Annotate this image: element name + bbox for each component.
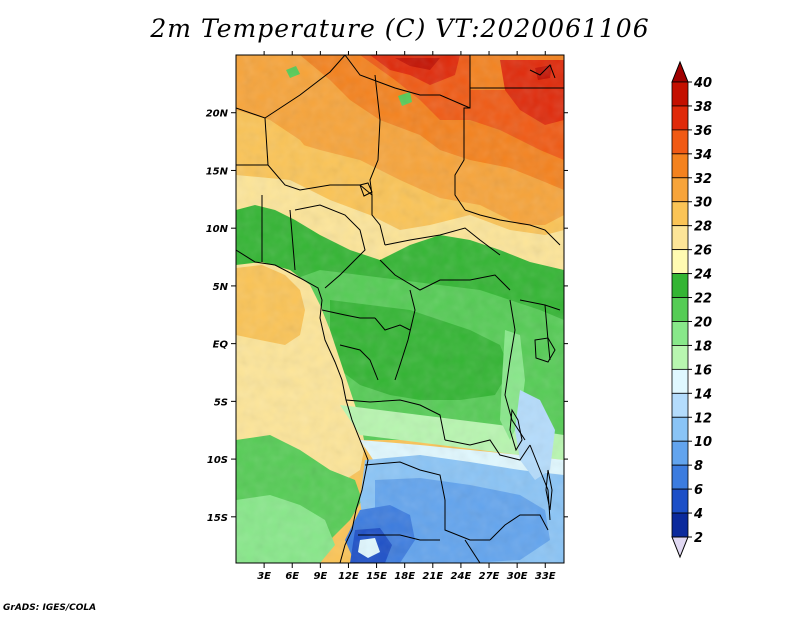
colorbar-label: 2 bbox=[694, 531, 703, 546]
colorbar-label: 28 bbox=[694, 220, 712, 235]
border bbox=[345, 399, 446, 441]
lat-tick-label: 5S bbox=[214, 397, 228, 408]
lon-tick-label: 27E bbox=[479, 571, 500, 582]
colorbar-box bbox=[671, 105, 689, 131]
lake-chad bbox=[359, 182, 373, 197]
colorbar-label: 38 bbox=[694, 100, 712, 115]
border bbox=[289, 209, 296, 271]
colorbar: 40 38 36 34 32 30 28 26 24 22 20 18 16 14 12 10 8 6 4 2 bbox=[671, 60, 712, 559]
lat-tick-label: 20N bbox=[206, 109, 229, 120]
lat-tick-label: 15S bbox=[207, 513, 228, 524]
border bbox=[264, 117, 269, 166]
colorbar-box bbox=[671, 416, 689, 442]
colorbar-box bbox=[671, 321, 689, 346]
coastline bbox=[236, 249, 369, 563]
lake-tanganyika bbox=[509, 408, 523, 452]
colorbar-label: 22 bbox=[694, 292, 712, 307]
lat-tick-label: 5N bbox=[213, 282, 229, 293]
border bbox=[504, 299, 526, 441]
colorbar-box bbox=[671, 225, 689, 251]
lon-tick-label: 12E bbox=[338, 571, 359, 582]
colorbar-label: 6 bbox=[694, 483, 703, 498]
country-borders bbox=[236, 55, 564, 563]
colorbar-box bbox=[671, 392, 689, 418]
colorbar-label: 18 bbox=[694, 339, 712, 354]
colorbar-label: 26 bbox=[694, 244, 712, 259]
lon-tick-label: 6E bbox=[285, 571, 299, 582]
lat-tick-label: 10N bbox=[206, 224, 229, 235]
colorbar-label: 40 bbox=[693, 76, 712, 91]
colorbar-box bbox=[671, 368, 689, 394]
colorbar-box bbox=[671, 81, 689, 107]
colorbar-label: 16 bbox=[694, 363, 712, 378]
colorbar-box bbox=[671, 153, 689, 179]
border bbox=[384, 227, 501, 256]
border bbox=[444, 439, 531, 461]
colorbar-label: 36 bbox=[694, 124, 712, 139]
border bbox=[464, 209, 561, 246]
colorbar-box bbox=[671, 249, 689, 274]
colorbar-label: 4 bbox=[693, 507, 703, 522]
colorbar-box bbox=[671, 440, 689, 466]
grads-credit: GrADS: IGES/COLA bbox=[3, 603, 97, 613]
border bbox=[364, 461, 446, 501]
border bbox=[358, 534, 440, 541]
colorbar-box bbox=[671, 297, 689, 322]
colorbar-label: 30 bbox=[694, 196, 712, 211]
longitude-axis: 3E 6E 9E 12E 15E 18E 21E 24E 27E 30E 33E bbox=[257, 51, 556, 582]
lon-tick-label: 30E bbox=[507, 571, 528, 582]
lon-tick-label: 15E bbox=[366, 571, 387, 582]
colorbar-box bbox=[671, 488, 689, 514]
border bbox=[489, 514, 549, 541]
lake-malawi bbox=[545, 469, 553, 511]
colorbar-label: 8 bbox=[694, 459, 703, 474]
lon-tick-label: 33E bbox=[535, 571, 556, 582]
lon-tick-label: 18E bbox=[394, 571, 415, 582]
colorbar-box bbox=[671, 177, 689, 203]
border bbox=[464, 539, 481, 563]
lake-victoria bbox=[534, 337, 556, 363]
border bbox=[344, 55, 471, 109]
chart-title: 2m Temperature (C) VT:2020061106 bbox=[150, 14, 650, 43]
border bbox=[394, 289, 416, 381]
colorbar-label: 24 bbox=[694, 268, 712, 283]
lon-tick-label: 24E bbox=[451, 571, 472, 582]
colorbar-label: 32 bbox=[694, 172, 712, 187]
colorbar-label: 10 bbox=[694, 435, 712, 450]
lat-tick-label: EQ bbox=[213, 340, 229, 351]
lat-tick-label: 15N bbox=[206, 166, 229, 177]
lon-tick-label: 9E bbox=[313, 571, 327, 582]
colorbar-label: 34 bbox=[694, 148, 712, 163]
border bbox=[369, 74, 386, 246]
temperature-field bbox=[236, 55, 564, 563]
colorbar-over-arrow bbox=[671, 60, 689, 83]
colorbar-label: 14 bbox=[694, 387, 712, 402]
map-frame bbox=[235, 54, 565, 564]
border bbox=[379, 259, 511, 291]
colorbar-label: 12 bbox=[694, 411, 712, 426]
colorbar-box bbox=[671, 201, 689, 227]
colorbar-under-arrow bbox=[671, 536, 689, 559]
border bbox=[374, 317, 411, 331]
colorbar-box bbox=[671, 512, 689, 538]
border bbox=[294, 204, 366, 289]
border bbox=[321, 309, 375, 319]
colorbar-box bbox=[671, 345, 689, 370]
colorbar-box bbox=[671, 464, 689, 490]
lat-tick-label: 10S bbox=[207, 455, 228, 466]
colorbar-box bbox=[671, 129, 689, 155]
lon-tick-label: 21E bbox=[422, 571, 443, 582]
red-sea-coast bbox=[529, 64, 556, 79]
lon-tick-label: 3E bbox=[257, 571, 271, 582]
latitude-axis: 20N 15N 10N 5N EQ 5S 10S 15S bbox=[206, 109, 568, 524]
border bbox=[339, 344, 379, 381]
colorbar-label: 20 bbox=[694, 315, 712, 330]
border bbox=[544, 304, 551, 361]
border bbox=[236, 55, 346, 119]
colorbar-box bbox=[671, 273, 689, 298]
border bbox=[444, 500, 490, 541]
